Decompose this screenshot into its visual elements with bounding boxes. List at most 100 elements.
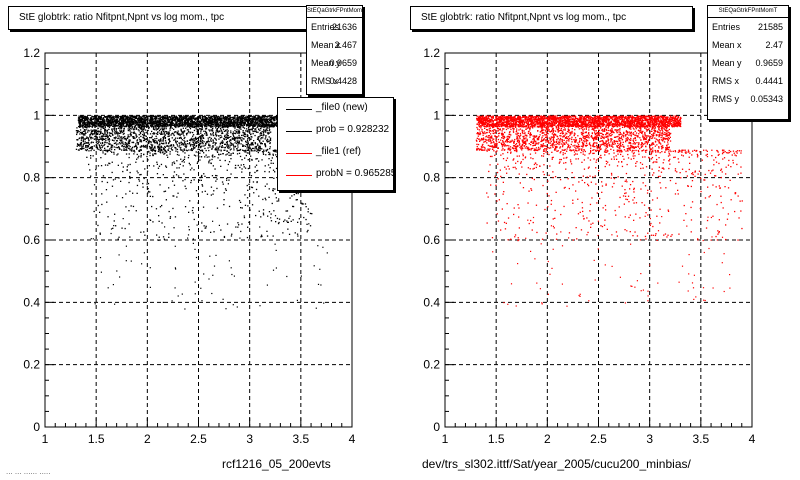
scatter-point [165,128,167,130]
scatter-point [143,177,145,180]
scatter-point [125,139,128,141]
scatter-point [194,147,196,149]
scatter-point [122,115,124,117]
scatter-point [150,121,152,123]
scatter-point [82,124,84,126]
scatter-point [99,117,101,119]
scatter-point [309,212,312,215]
scatter-point [163,115,165,117]
scatter-point [188,143,190,145]
scatter-point [217,122,219,124]
scatter-point [255,188,258,191]
scatter-point [129,128,131,130]
scatter-point [140,130,143,133]
left-stats-entries: Entries 21636 [311,22,357,32]
scatter-point [106,124,108,126]
scatter-point [117,120,120,123]
scatter-point [103,121,105,123]
scatter-point [141,129,143,131]
scatter-point [178,125,180,128]
scatter-point [184,178,186,181]
scatter-point [191,139,193,141]
scatter-point [165,117,167,119]
scatter-point [191,137,193,139]
scatter-point [104,129,107,131]
scatter-point [134,127,136,129]
scatter-point [232,122,234,124]
scatter-point [84,123,86,125]
scatter-point [211,175,214,177]
scatter-point [149,119,151,121]
scatter-point [104,138,106,140]
scatter-point [90,157,92,159]
scatter-point [210,120,212,122]
scatter-point [107,138,109,140]
scatter-point [114,133,116,135]
scatter-point [201,142,204,144]
scatter-point [150,125,152,127]
scatter-point [169,141,171,143]
scatter-point [200,125,202,127]
scatter-point [215,138,217,140]
scatter-point [215,125,218,128]
scatter-point [275,154,277,156]
scatter-point [221,131,223,133]
scatter-point [205,128,208,130]
scatter-point [99,147,102,149]
scatter-point [265,129,267,132]
scatter-point [100,149,102,151]
scatter-point [261,118,264,120]
scatter-point [121,136,123,138]
scatter-point [163,118,165,121]
scatter-point [82,130,85,133]
scatter-point [92,155,94,157]
scatter-point [147,151,149,153]
scatter-point [190,179,192,182]
scatter-point [128,118,130,121]
scatter-point [193,143,195,145]
scatter-point [219,120,222,123]
scatter-point [106,149,109,151]
scatter-point [226,121,228,124]
scatter-point [232,304,234,306]
scatter-point [111,121,113,124]
scatter-point [262,198,264,201]
scatter-point [158,139,160,142]
scatter-point [183,131,185,133]
scatter-point [124,135,126,138]
scatter-point [79,123,81,125]
scatter-point [207,123,210,125]
scatter-point [84,141,86,143]
scatter-point [154,129,156,131]
scatter-point [121,126,123,129]
scatter-point [125,193,127,195]
scatter-point [121,124,123,126]
scatter-point [233,149,235,151]
scatter-point [161,117,163,119]
scatter-point [179,124,181,126]
scatter-point [111,171,113,174]
scatter-point [96,118,98,120]
scatter-point [183,124,185,126]
scatter-point [242,134,244,136]
scatter-point [141,115,144,117]
scatter-point [531,121,533,123]
scatter-point [201,185,204,187]
scatter-point [198,120,200,122]
scatter-point [98,136,101,138]
scatter-point [84,119,87,121]
scatter-point [115,146,117,149]
scatter-point [131,121,133,124]
scatter-point [139,174,141,176]
scatter-point [249,122,251,124]
scatter-point [240,115,242,117]
scatter-point [86,149,88,152]
scatter-point [212,133,214,135]
scatter-point [164,149,166,151]
scatter-point [114,120,116,122]
scatter-point [84,125,86,127]
scatter-point [228,124,231,127]
scatter-point [214,121,216,123]
scatter-point [212,130,214,132]
scatter-point [123,120,126,122]
